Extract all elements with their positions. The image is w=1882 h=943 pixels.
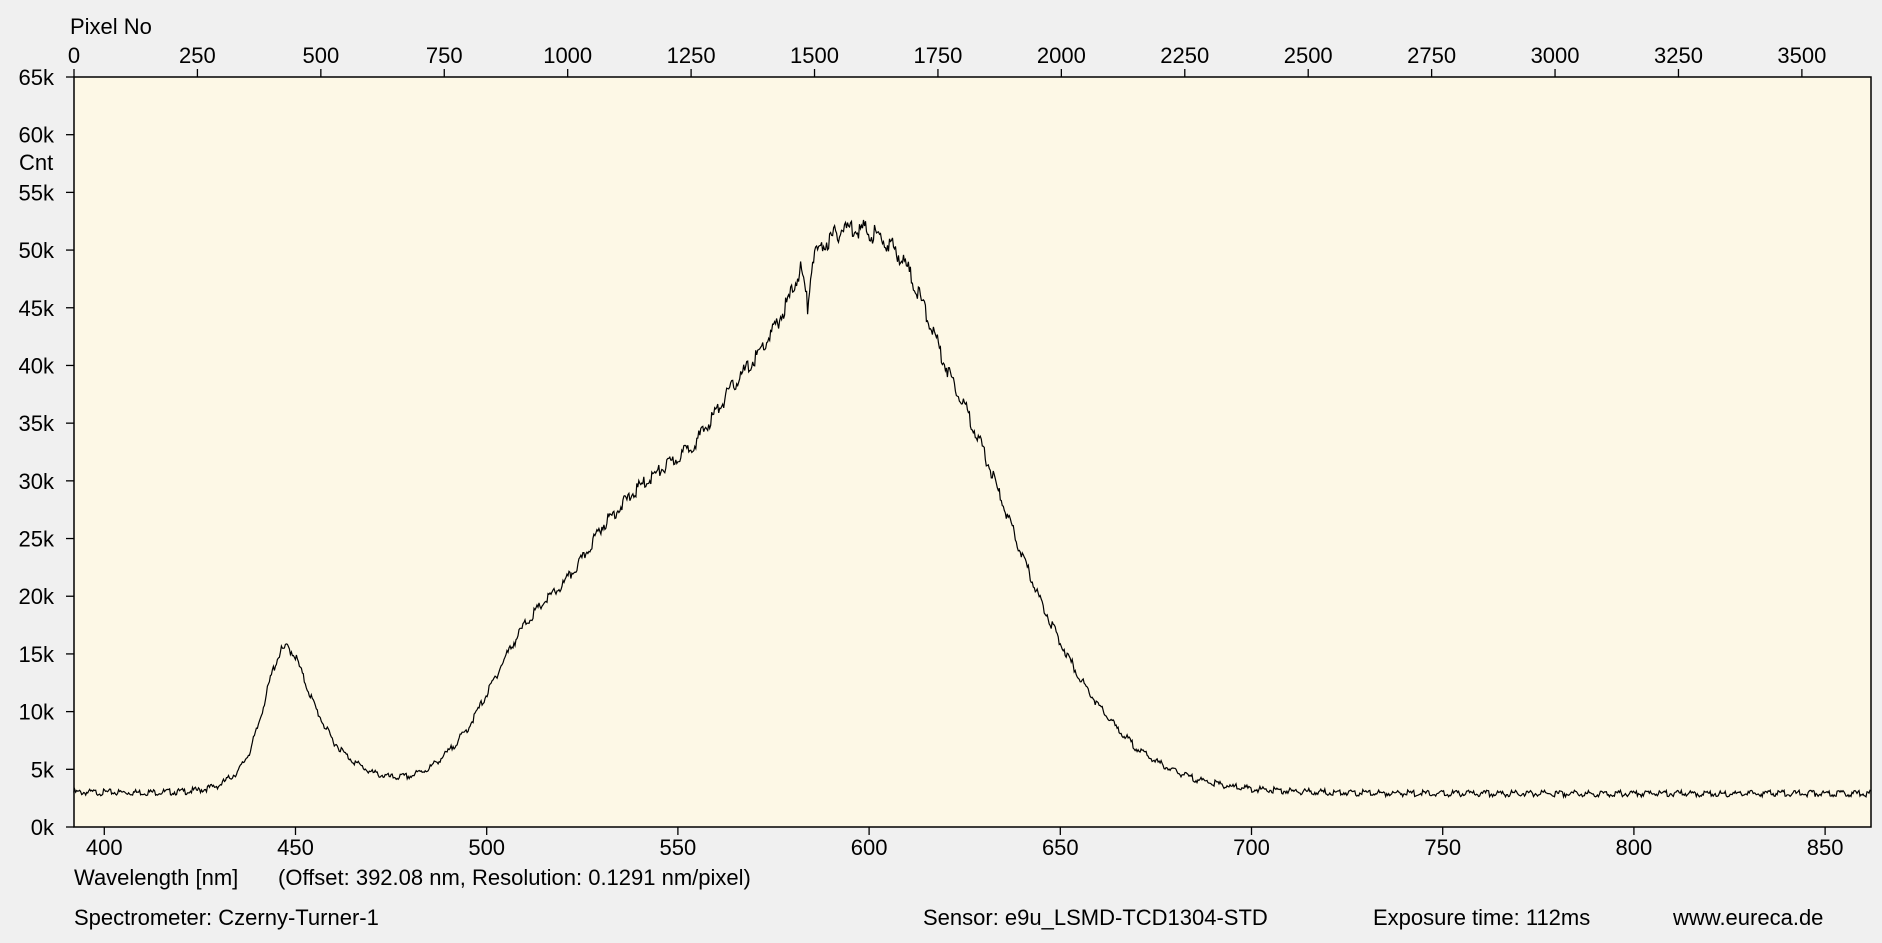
x-tick-label: 500 [468,835,505,860]
x-tick-label: 650 [1042,835,1079,860]
y-tick-label: 40k [19,353,55,378]
x-tick-label: 400 [86,835,123,860]
plot-frame [73,76,1872,828]
top-tick-label: 3500 [1777,43,1826,68]
top-tick-label: 250 [179,43,216,68]
y-tick-label: 5k [31,757,55,782]
x-tick-label: 550 [660,835,697,860]
top-tick-label: 750 [426,43,463,68]
bottom-axis-ticks: 400 450 500 550 600 650 700 750 800 850 [86,827,1844,860]
y-tick-label: 25k [19,527,55,552]
y-tick-label: 60k [19,123,55,148]
top-tick-label: 2750 [1407,43,1456,68]
y-tick-label: 10k [19,700,55,725]
top-tick-label: 1250 [667,43,716,68]
y-tick-label: 45k [19,296,55,321]
spectrometer-info: Spectrometer: Czerny-Turner-1 [74,905,379,930]
y-tick-label: 50k [19,238,55,263]
y-tick-label: 55k [19,180,55,205]
website-link[interactable]: www.eureca.de [1673,905,1824,930]
y-axis-title: Cnt [19,150,54,175]
exposure-info: Exposure time: 112ms [1373,905,1591,930]
top-tick-label: 1750 [913,43,962,68]
plot-area [74,77,1871,827]
x-tick-label: 800 [1616,835,1653,860]
top-tick-label: 2000 [1037,43,1086,68]
y-tick-label: 65k [19,65,55,90]
top-axis-ticks: 0 250 500 750 1000 1250 1500 1750 2000 2250 2500 27… [68,43,1826,77]
left-axis-ticks: 0k 5k 10k 15k 20k 25k 30k 35k 40k 45k 50k 55k 60k 65k [19,65,74,840]
y-tick-label: 30k [19,469,55,494]
top-tick-label: 1000 [543,43,592,68]
top-tick-label: 2250 [1160,43,1209,68]
top-tick-label: 0 [68,43,80,68]
spectrum-line [73,219,1872,800]
top-axis-title: Pixel No [70,14,152,39]
top-tick-label: 500 [302,43,339,68]
y-tick-label: 20k [19,584,55,609]
y-tick-label: 0k [31,815,55,840]
sensor-info: Sensor: e9u_LSMD-TCD1304-STD [923,905,1268,930]
x-axis-note: (Offset: 392.08 nm, Resolution: 0.1291 n… [278,865,751,890]
top-tick-label: 3250 [1654,43,1703,68]
y-tick-label: 35k [19,411,55,436]
x-tick-label: 600 [851,835,888,860]
top-tick-label: 2500 [1284,43,1333,68]
x-tick-label: 700 [1233,835,1270,860]
x-tick-label: 750 [1424,835,1461,860]
x-tick-label: 450 [277,835,314,860]
x-axis-title: Wavelength [nm] [74,865,239,890]
y-tick-label: 15k [19,642,55,667]
x-tick-label: 850 [1807,835,1844,860]
top-tick-label: 1500 [790,43,839,68]
top-tick-label: 3000 [1531,43,1580,68]
